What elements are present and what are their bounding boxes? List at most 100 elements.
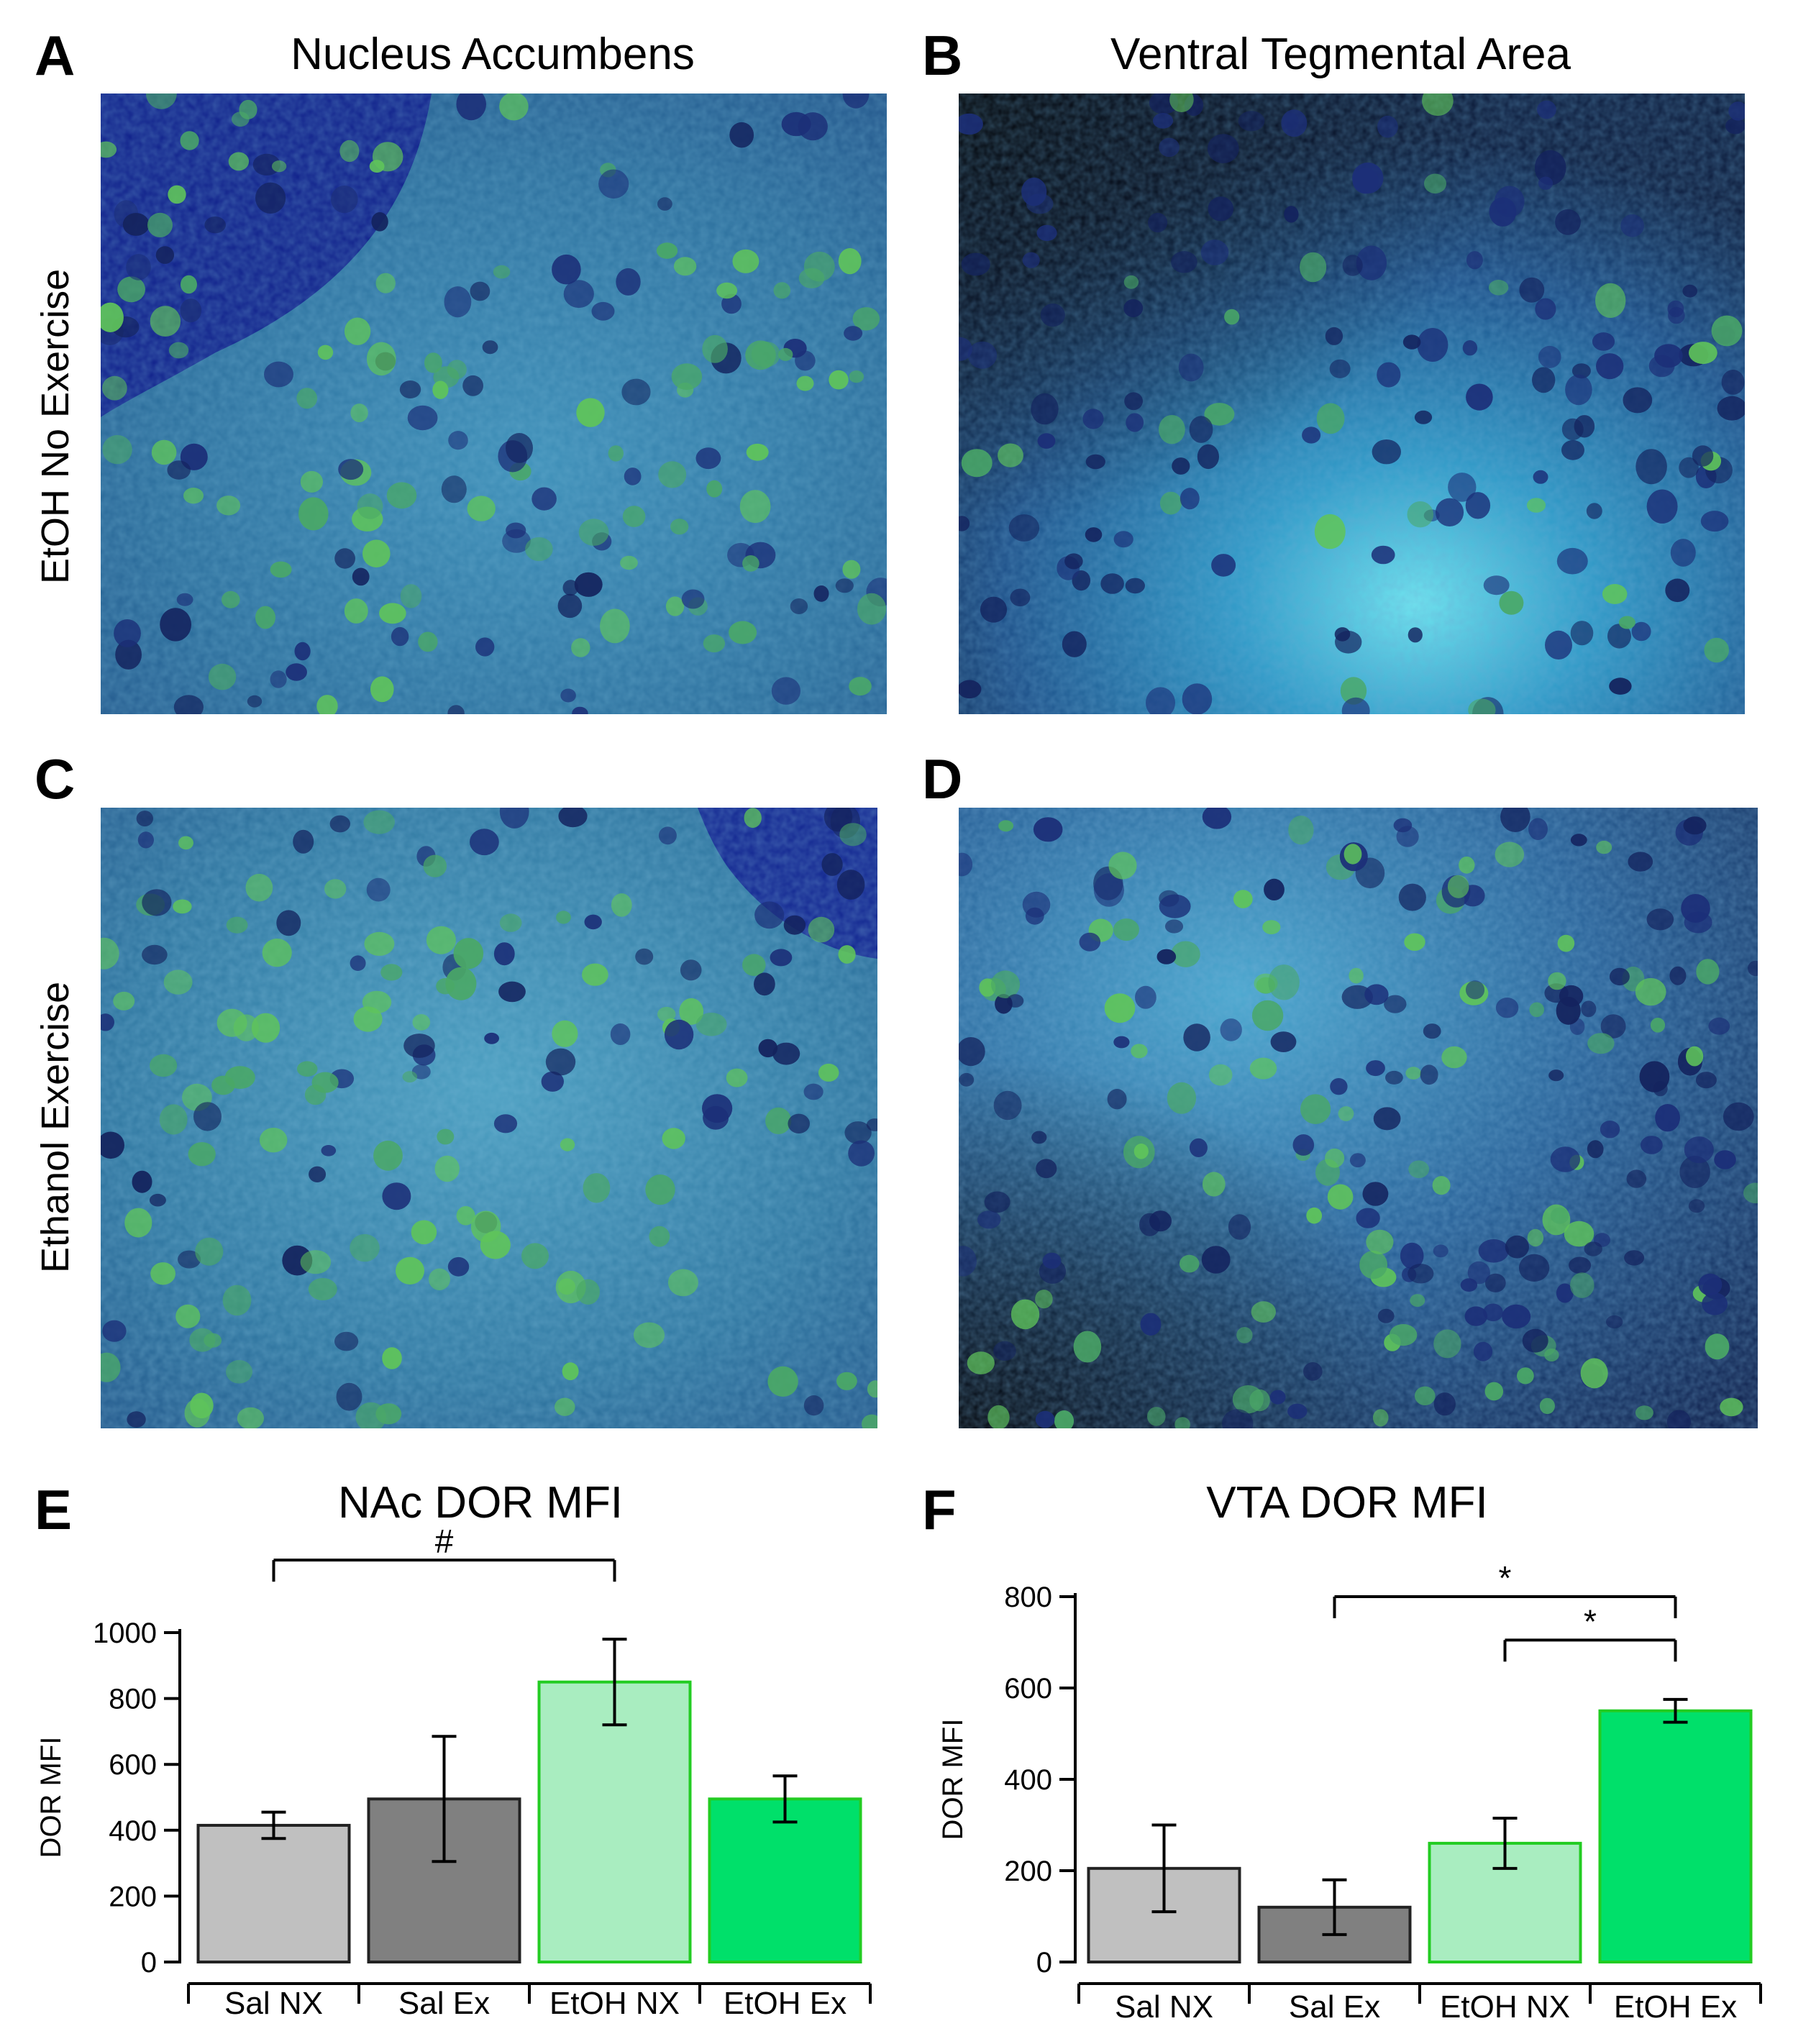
labeled-cell [742,555,759,572]
unlabeled-cell [137,831,154,849]
unlabeled-cell [1569,1256,1592,1274]
labeled-cell [432,380,449,399]
unlabeled-cell [1700,511,1729,532]
unlabeled-cell [506,522,526,539]
labeled-cell [204,1333,222,1348]
unlabeled-cell [1641,1136,1663,1154]
labeled-cell [259,1128,288,1153]
labeled-cell [1359,1250,1388,1279]
labeled-cell [423,854,447,877]
unlabeled-cell [803,1395,824,1416]
labeled-cell [1133,1144,1149,1159]
unlabeled-cell [1349,1153,1366,1168]
labeled-cell [159,1104,188,1135]
labeled-cell [1407,501,1434,528]
nac-bar-etoh-ex [708,1797,862,1964]
labeled-cell [1306,1207,1323,1224]
unlabeled-cell [447,705,465,714]
labeled-cell [180,131,199,150]
labeled-cell [178,836,193,850]
unlabeled-cell [1670,539,1696,567]
labeled-cell [767,1366,798,1397]
unlabeled-cell [1581,1000,1597,1018]
labeled-cell [1159,491,1182,515]
unlabeled-cell [1377,115,1398,138]
unlabeled-cell [475,637,495,657]
labeled-cell [1410,1294,1425,1307]
unlabeled-cell [772,1042,800,1065]
labeled-cell [1468,698,1496,714]
unlabeled-cell [1269,1390,1286,1405]
unlabeled-cell [1532,367,1556,393]
unlabeled-cell [255,182,286,214]
unlabeled-cell [1423,1023,1441,1039]
unlabeled-cell [493,942,515,966]
unlabeled-cell [1372,439,1401,465]
unlabeled-cell [1385,1070,1403,1085]
labeled-cell [350,403,368,423]
labeled-cell [1499,590,1524,615]
unlabeled-cell [803,1083,823,1100]
unlabeled-cell [572,706,588,714]
labeled-cell [1441,1046,1467,1069]
labeled-cell [222,1285,252,1316]
unlabeled-cell [1466,383,1493,411]
unlabeled-cell [1036,1159,1057,1179]
unlabeled-cell [866,1118,877,1131]
unlabeled-cell [1152,113,1174,129]
unlabeled-cell [1600,1121,1620,1139]
unlabeled-cell [1620,214,1644,237]
labeled-cell [362,539,391,567]
labeled-cell [245,873,273,902]
unlabeled-cell [842,93,870,109]
labeled-cell [226,1360,252,1384]
unlabeled-cell [470,281,491,301]
unlabeled-cell [1222,1409,1254,1428]
labeled-cell [208,663,237,690]
unlabeled-cell [167,460,191,480]
labeled-cell [324,879,347,899]
labeled-cell [1704,637,1729,663]
labeled-cell [836,1372,857,1390]
unlabeled-cell [1040,304,1065,327]
vta-category-label: Sal NX [1115,1989,1213,2025]
title-nucleus-accumbens: Nucleus Accumbens [291,29,695,79]
unlabeled-cell [1384,995,1407,1013]
unlabeled-cell [176,593,193,606]
nac-bar-sal-ex [367,1797,521,1964]
labeled-cell [673,257,697,276]
labeled-cell [746,443,769,461]
labeled-cell [239,99,257,119]
unlabeled-cell [1684,1136,1714,1164]
labeled-cell [1300,1094,1331,1124]
labeled-cell [838,248,862,275]
unlabeled-cell [1596,353,1624,380]
unlabeled-cell [552,254,581,285]
unlabeled-cell [1172,457,1190,475]
labeled-cell [412,1014,431,1031]
unlabeled-cell [493,1114,518,1133]
labeled-cell [842,560,861,579]
micrograph-vta-exercise [959,808,1758,1428]
labeled-cell [1131,1044,1148,1059]
unlabeled-cell [1352,163,1384,194]
labeled-cell [453,938,484,969]
unlabeled-cell [448,431,468,450]
labeled-cell [1236,1327,1253,1343]
labeled-cell [1711,315,1743,347]
unlabeled-cell [1107,1089,1127,1110]
unlabeled-cell [1414,410,1433,424]
unlabeled-cell [1377,362,1401,388]
labeled-cell [582,963,608,986]
labeled-cell [366,342,396,376]
unlabeled-cell [1325,327,1343,345]
micrograph-nac-no-exercise [101,93,887,714]
labeled-cell [493,265,511,279]
unlabeled-cell [173,695,204,714]
labeled-cell [181,275,197,294]
labeled-cell [1424,173,1446,194]
labeled-cell [1557,934,1575,952]
unlabeled-cell [1033,817,1063,842]
labeled-cell [357,493,383,519]
unlabeled-cell [1725,117,1745,134]
